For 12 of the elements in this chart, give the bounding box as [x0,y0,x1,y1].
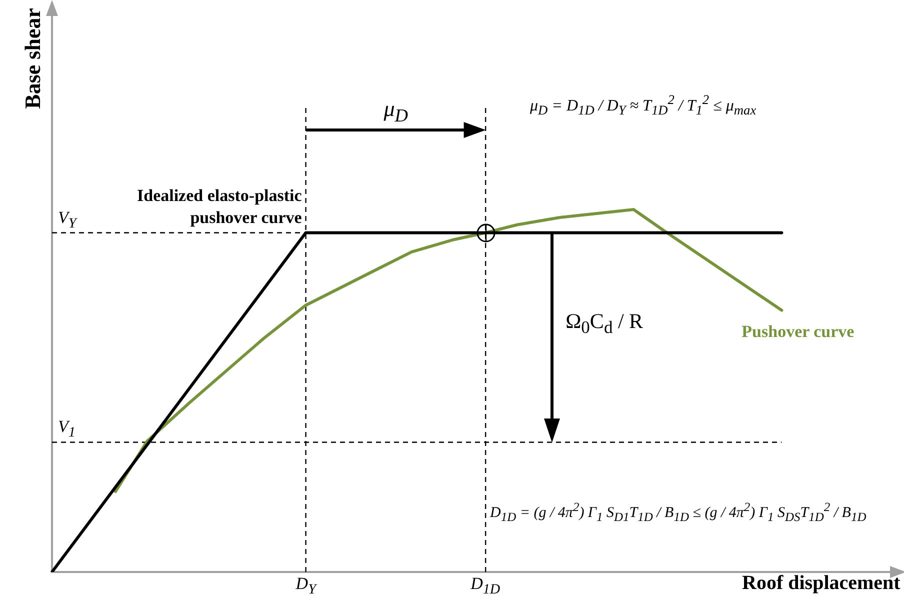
y-axis-title: Base shear [20,8,46,109]
text: μ$_{D}$ = D$_{1D}$ / D$_{Y}$ ≈ T$_{1D}$$^{2}$ / T$_{1}$$^{2}$ ≤ μ$_{max}$ [530,92,756,118]
x-axis-title: Roof displacement [742,572,900,595]
ref-line-label: V$_{Y}$ [58,208,76,232]
series-label: Idealized elasto-plastic pushover curve [136,184,302,229]
x-tick-label: D$_{Y}$ [296,574,316,598]
text: D$_{1D}$ = (g / 4π$^{2}$) Γ$_{1}$ S$_{D1}$T$_{1D}$ / B$_{1D}$ ≤ (g / 4π$^{2}$) Γ$_{1}$ S$_{DS}$T$_{1D}$$^{2}$ / B$_{1D}$ [490,500,866,524]
ref-line-label: V$_{1}$ [58,417,76,442]
series-label: Pushover curve [742,322,854,342]
annotation: Ω$_{0}$C$_{d}$ / R [566,309,644,339]
x-tick-label: D$_{1D}$ [470,574,500,598]
text: μ$_{D}$ [384,96,408,126]
